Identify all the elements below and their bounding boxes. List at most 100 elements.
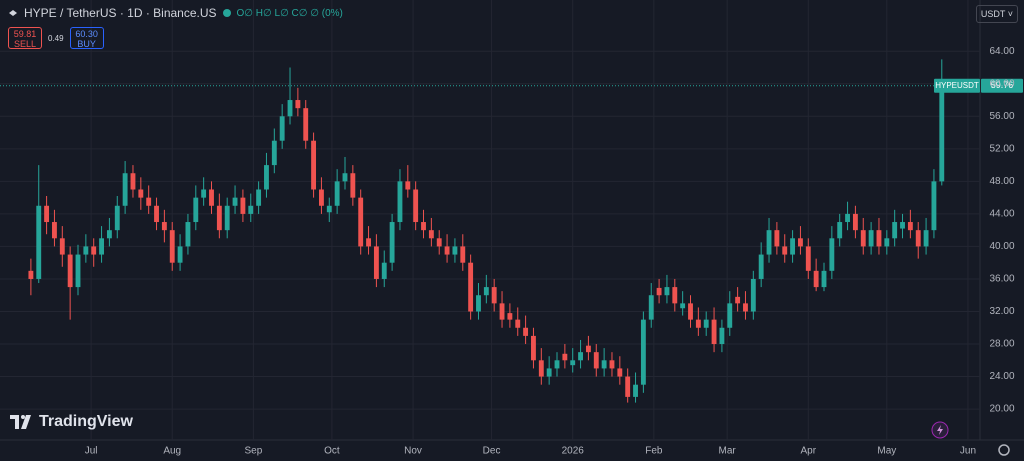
- symbol-label-box: [934, 78, 980, 93]
- sell-button[interactable]: 59.81 SELL: [8, 27, 42, 49]
- candle-body: [515, 319, 521, 328]
- candle-body: [295, 100, 301, 109]
- candle-body: [185, 222, 191, 247]
- candle-body: [609, 360, 615, 369]
- candle-body: [264, 165, 269, 190]
- y-tick-label: 48.00: [989, 176, 1014, 187]
- candle-body: [766, 230, 772, 255]
- candle-body: [562, 353, 568, 361]
- candle-body: [224, 205, 230, 231]
- candle-body: [727, 303, 733, 328]
- candle-body: [201, 189, 207, 198]
- candle-body: [523, 327, 529, 336]
- candle-body: [900, 222, 905, 229]
- candle-body: [538, 360, 544, 377]
- status-dot: [222, 9, 231, 17]
- symbol[interactable]: HYPE / TetherUS · 1D · Binance.US: [24, 6, 217, 20]
- y-tick-label: 40.00: [989, 241, 1014, 252]
- candle-body: [884, 238, 890, 247]
- candle-body: [476, 295, 481, 312]
- candle-body: [389, 222, 395, 263]
- candle-body: [428, 230, 434, 239]
- candle-body: [507, 313, 513, 320]
- currency-selector[interactable]: USDT ˅: [975, 5, 1018, 23]
- candle-body: [44, 205, 50, 223]
- candle-body: [546, 368, 552, 377]
- x-tick-label: Nov: [404, 446, 422, 457]
- candle-body: [28, 270, 34, 279]
- candle-body: [99, 238, 104, 255]
- candle-body: [193, 197, 199, 223]
- candle-body: [154, 205, 159, 223]
- settings-icon[interactable]: [998, 444, 1010, 456]
- candle-body: [240, 197, 246, 214]
- candle-body: [83, 246, 89, 255]
- x-tick-label: 2026: [562, 446, 585, 457]
- spread: 0.49: [48, 33, 64, 43]
- overlay: HYPEUSDT 59.76: [0, 78, 1023, 93]
- candle-body: [169, 230, 175, 263]
- candle-body: [311, 140, 317, 190]
- candle-body: [444, 246, 450, 255]
- candle-body: [468, 262, 474, 312]
- candle-body: [358, 197, 364, 247]
- collapse-icon[interactable]: [8, 8, 18, 18]
- candle-body: [232, 197, 238, 206]
- candle-body: [91, 246, 97, 255]
- candle-body: [366, 238, 371, 247]
- alert-icon-glyph: [937, 425, 943, 435]
- y-tick-label: 36.00: [989, 274, 1014, 285]
- candle-body: [680, 303, 686, 309]
- y-tick-label: 28.00: [989, 339, 1014, 350]
- candle-body: [36, 205, 42, 279]
- candle-body: [397, 181, 403, 223]
- candle-body: [342, 173, 348, 182]
- candle-body: [318, 189, 324, 206]
- candle-body: [326, 205, 332, 213]
- x-tick-label: Jul: [85, 446, 98, 457]
- candle-body: [209, 189, 214, 206]
- y-tick-label: 60.00: [989, 78, 1014, 89]
- candle-body: [798, 238, 803, 247]
- candle-body: [939, 85, 945, 182]
- candle-body: [648, 295, 654, 320]
- candle-body: [585, 345, 591, 353]
- candle-body: [138, 189, 144, 198]
- candle-body: [672, 287, 678, 304]
- candle-body: [279, 116, 285, 141]
- candle-body: [703, 319, 709, 328]
- candle-body: [640, 319, 646, 385]
- candle-body: [554, 360, 560, 369]
- candle-body: [405, 181, 411, 190]
- logo[interactable]: TradingView: [10, 413, 133, 431]
- candle-body: [876, 230, 882, 247]
- y-tick-label: 44.00: [989, 209, 1014, 220]
- last-price-label: 59.76: [991, 80, 1014, 90]
- candle-body: [664, 287, 670, 296]
- candle-body: [271, 140, 277, 166]
- candle-body: [633, 384, 638, 397]
- candle-body: [923, 230, 929, 247]
- x-tick-label: Dec: [483, 446, 501, 457]
- logo-text: TradingView: [39, 413, 133, 430]
- candle-body: [805, 246, 811, 271]
- candle-body: [483, 287, 489, 296]
- candle-body: [892, 222, 898, 239]
- buy-button[interactable]: 60.30 BUY: [69, 27, 104, 49]
- currency: USDT: [980, 9, 1006, 19]
- candle-body: [907, 222, 913, 231]
- candle-body: [122, 173, 128, 206]
- candle-body: [373, 246, 379, 279]
- candle-body: [531, 335, 536, 361]
- candle-body: [59, 238, 65, 255]
- candle-body: [303, 108, 309, 141]
- candle-body: [452, 246, 458, 255]
- x-tick-label: Aug: [163, 446, 181, 457]
- candle-body: [656, 287, 662, 296]
- buy-label: BUY: [77, 39, 96, 49]
- candle-body: [695, 319, 701, 328]
- candle-body: [821, 270, 827, 288]
- candle-body: [381, 262, 387, 279]
